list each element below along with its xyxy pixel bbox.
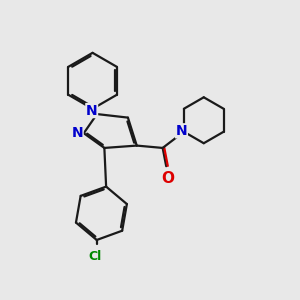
Text: N: N bbox=[86, 103, 98, 118]
Text: O: O bbox=[161, 172, 174, 187]
Text: Cl: Cl bbox=[88, 250, 102, 263]
Text: N: N bbox=[176, 124, 187, 138]
Text: N: N bbox=[71, 126, 83, 140]
